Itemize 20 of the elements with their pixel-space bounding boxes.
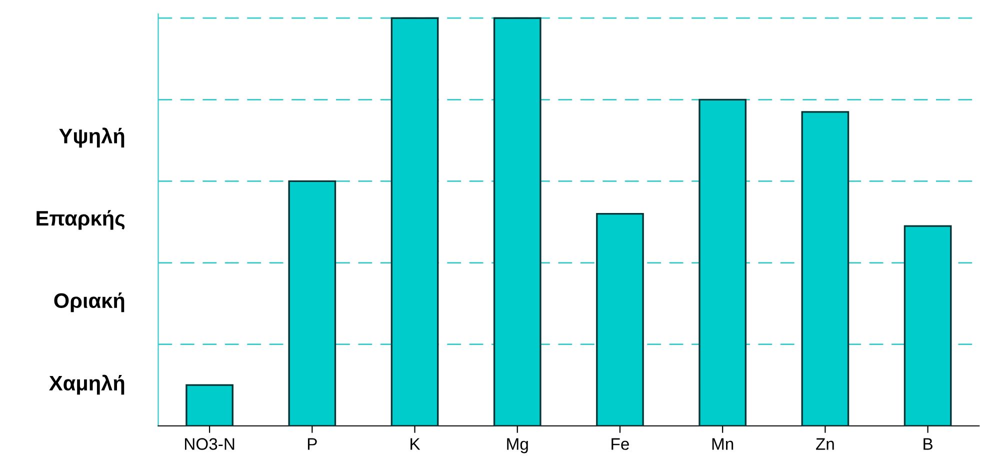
x-tick-label: Mn — [712, 438, 734, 450]
bar — [904, 225, 952, 426]
bar — [801, 111, 850, 426]
x-tick-label: K — [410, 438, 420, 450]
bar — [288, 180, 336, 426]
bar — [698, 98, 747, 426]
bar — [390, 17, 439, 426]
bar — [493, 17, 542, 426]
text: Υψηλή — [59, 128, 124, 148]
x-tick-label: Zn — [816, 438, 834, 450]
x-tick-label: Mg — [507, 438, 528, 454]
bar — [186, 384, 234, 426]
text: Οριακή — [54, 292, 124, 312]
x-tick-label: P — [308, 438, 317, 450]
x-tick-label: NO3-N — [184, 438, 234, 450]
text: Επαρκής — [36, 210, 125, 230]
x-tick-label: Fe — [612, 438, 629, 450]
text: Χαμηλή — [49, 374, 124, 395]
x-tick-label: B — [924, 438, 932, 450]
bar — [596, 213, 644, 426]
